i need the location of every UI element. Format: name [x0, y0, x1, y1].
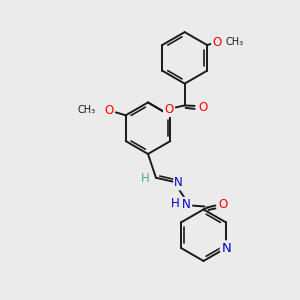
Text: O: O	[198, 101, 207, 114]
Text: H: H	[170, 197, 179, 210]
Text: O: O	[164, 103, 173, 116]
Text: O: O	[104, 104, 113, 117]
Text: N: N	[182, 198, 191, 211]
Text: O: O	[212, 35, 221, 49]
Text: CH₃: CH₃	[226, 37, 244, 47]
Text: N: N	[174, 176, 183, 189]
Text: N: N	[222, 242, 232, 255]
Text: O: O	[219, 198, 228, 211]
Text: H: H	[141, 172, 149, 185]
Text: CH₃: CH₃	[78, 105, 96, 116]
